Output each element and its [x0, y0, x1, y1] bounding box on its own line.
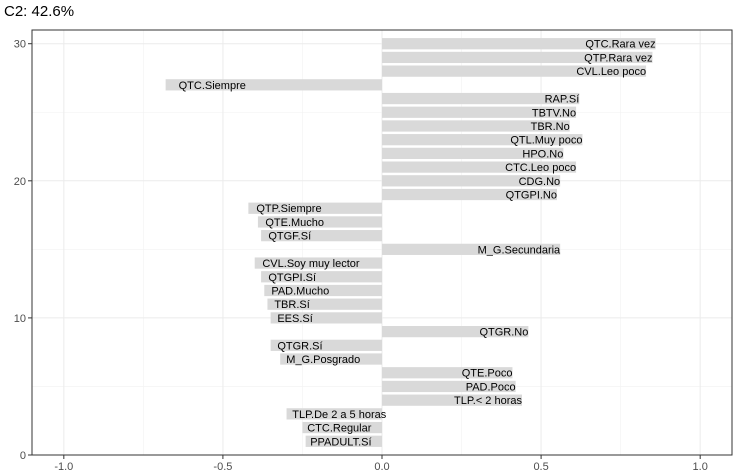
bar-label: TLP.De 2 a 5 horas	[292, 409, 386, 421]
x-tick-label: 0.5	[533, 461, 548, 473]
bar-label: QTP.Rara vez	[584, 52, 652, 64]
bar-label: QTL.Muy poco	[510, 135, 582, 147]
bar	[270, 339, 382, 351]
bar-label: CTC.Regular	[307, 423, 372, 435]
bar	[382, 175, 561, 187]
y-tick-label: 30	[14, 39, 26, 51]
bar-label: M_G.Posgrado	[286, 354, 360, 366]
plot-border	[31, 29, 733, 456]
bar	[382, 188, 557, 201]
bar-label: M_G.Secundaria	[478, 244, 561, 256]
bar	[382, 92, 580, 105]
bar	[382, 134, 583, 146]
bar	[382, 51, 653, 64]
bar-label: QTGPI.No	[506, 190, 557, 202]
bar-label: CVL.Leo poco	[576, 66, 646, 78]
bar	[382, 380, 516, 393]
bar-label: QTGPI.Sí	[268, 272, 316, 284]
y-tick-label: 10	[14, 313, 26, 325]
bar	[382, 106, 577, 118]
bar	[302, 421, 382, 434]
bar	[267, 298, 382, 310]
bar-label: EES.Sí	[277, 313, 312, 325]
bars	[165, 38, 656, 447]
bar	[382, 394, 522, 406]
bar-label: RAP.Sí	[545, 94, 580, 106]
bar-label: CTC.Leo poco	[505, 162, 576, 174]
bar	[305, 435, 382, 447]
bar	[261, 230, 382, 242]
bar-label: TBTV.No	[532, 107, 576, 119]
bar	[248, 202, 382, 214]
bar	[382, 367, 513, 379]
bar-label: QTC.Siempre	[179, 80, 246, 92]
x-tick-label: -0.5	[213, 461, 232, 473]
bar	[264, 284, 382, 297]
y-tick-label: 0	[20, 450, 26, 462]
bar	[280, 353, 382, 365]
bar-label: PAD.Poco	[466, 381, 516, 393]
bar	[254, 257, 382, 269]
bar	[382, 325, 529, 338]
bar	[261, 271, 382, 283]
bar	[382, 38, 656, 50]
bar-label: CVL.Soy muy lector	[262, 258, 360, 270]
bar	[165, 79, 382, 91]
bar	[257, 216, 382, 228]
bar	[382, 65, 647, 77]
bar-label: TBR.Sí	[274, 299, 309, 311]
bar	[270, 312, 382, 324]
bar-label: CDG.No	[519, 176, 561, 188]
x-tick-label: -1.0	[54, 461, 73, 473]
bar-label: QTGF.Sí	[268, 231, 311, 243]
chart-title: C2: 42.6%	[4, 3, 75, 20]
bar-label: PAD.Mucho	[271, 285, 329, 297]
bar-label: TBR.No	[531, 121, 570, 133]
bar	[382, 147, 564, 160]
bar-label: TLP.< 2 horas	[454, 395, 522, 407]
bar	[382, 243, 561, 255]
bar-label: QTP.Siempre	[256, 203, 321, 215]
x-tick-label: 1.0	[693, 461, 708, 473]
bar-label: QTE.Mucho	[265, 217, 324, 229]
bar-label: QTE.Poco	[462, 368, 513, 380]
x-tick-label: 0.0	[374, 461, 389, 473]
bar-label: QTGR.No	[479, 327, 528, 339]
bar-label: HPO.No	[522, 148, 563, 160]
bar	[382, 120, 570, 132]
bar-label: QTGR.Sí	[277, 340, 322, 352]
bar	[286, 408, 382, 420]
axes: -1.0 -0.5 0.0 0.5 1.0 0 10 20 30	[14, 29, 733, 473]
bar-label: PPADULT.Sí	[310, 436, 371, 448]
bar	[382, 161, 577, 173]
y-tick-label: 20	[14, 176, 26, 188]
bar-label: QTC.Rara vez	[585, 39, 655, 51]
